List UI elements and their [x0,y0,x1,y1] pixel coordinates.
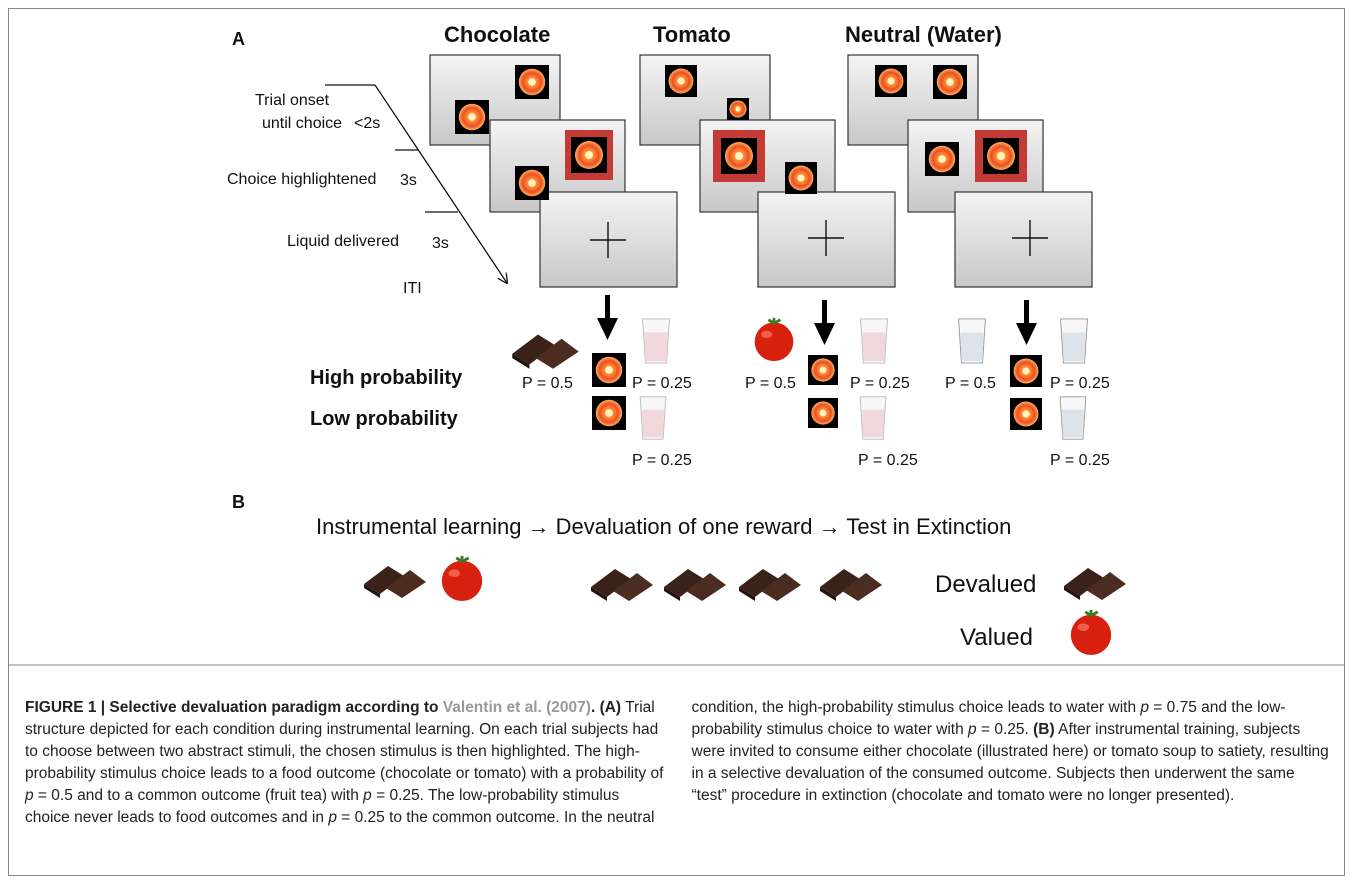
timing-label: until choice [262,115,342,132]
outcome-images [512,316,1088,440]
panel-label: B [232,492,245,512]
probability: P = 0.25 [850,375,910,392]
caption-text: . (A) [590,699,622,716]
probability: P = 0.25 [632,375,692,392]
probability: P = 0.5 [945,375,996,392]
caption-text: FIGURE 1 | Selective devaluation paradig… [25,699,443,716]
timing-duration: 3s [400,172,417,189]
caption-text: After instrumental training, subjects we… [691,721,1329,804]
probability: P = 0.25 [1050,375,1110,392]
caption-text: Trial structure depicted for each condit… [25,699,664,782]
caption-text[interactable]: Valentin et al. (2007) [442,699,591,716]
caption-text: = 0.5 and to a common outcome (fruit tea… [33,787,364,804]
caption-text: p [363,787,372,804]
stimuli [455,65,1027,200]
devalued-label: Devalued [935,571,1036,598]
outcome-arrows [597,295,1037,345]
probability: P = 0.25 [632,452,692,469]
caption-text: (B) [1033,721,1055,738]
condition-title: Chocolate [444,22,550,47]
caption-text: = 0.25 to the common outcome. In the neu… [336,699,1141,826]
condition-title: Tomato [653,22,731,47]
timing-label: Trial onset [255,92,330,109]
fixation-cross [590,220,1048,258]
timing-duration: <2s [354,115,380,132]
timing-label: ITI [403,280,422,297]
figure-frame [8,8,1345,876]
probability: P = 0.5 [522,375,573,392]
valued-label: Valued [960,624,1033,651]
timing-lines [325,84,507,283]
caption-text: = 0.25. The low-probability stimulus cho… [25,787,620,826]
caption-text: = 0.75 and the low-probability stimulus … [691,699,1286,738]
timing-label: Liquid delivered [287,233,399,250]
row-label: High probability [310,367,463,389]
timing-duration: 3s [432,235,449,252]
timing-label: Choice highlightened [227,171,376,188]
caption-text: p [25,787,34,804]
caption: FIGURE 1 | Selective devaluation paradig… [25,697,1330,829]
probability: P = 0.25 [858,452,918,469]
caption-text: = 0.25. [976,721,1034,738]
figure: A Trial onset until choice <2s Choice hi… [9,22,1345,666]
caption-text: p [1140,699,1149,716]
panel-label: A [232,29,245,49]
probability: P = 0.25 [1050,452,1110,469]
caption-text: p [328,809,337,826]
row-label: Low probability [310,408,459,430]
probability: P = 0.5 [745,375,796,392]
condition-title: Neutral (Water) [845,22,1002,47]
caption-text: p [968,721,977,738]
flow-text: Instrumental learning → Devaluation of o… [316,514,1011,539]
